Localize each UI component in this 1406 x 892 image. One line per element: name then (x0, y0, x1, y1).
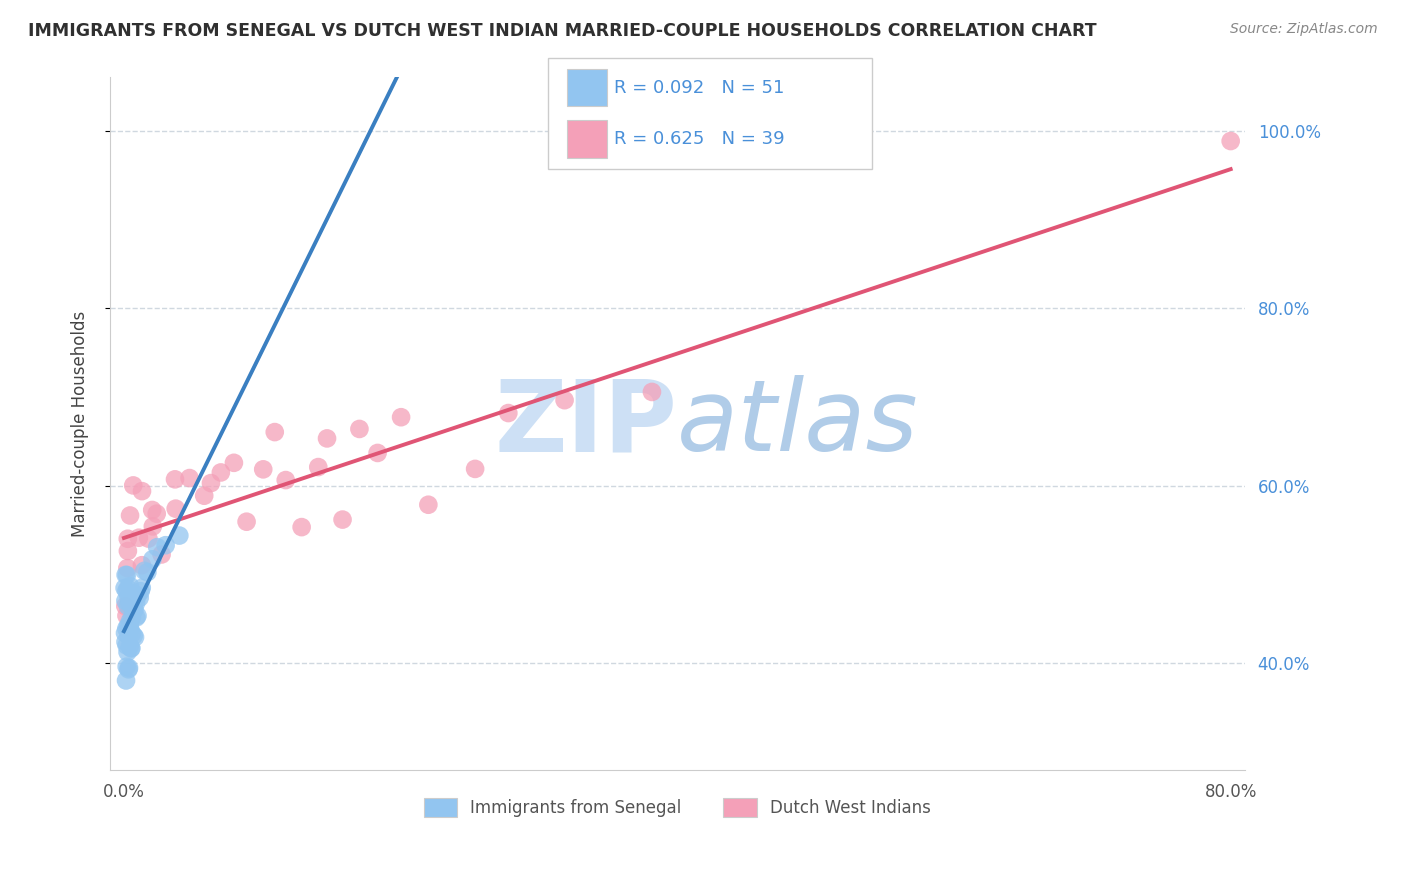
Point (115, 659, 138, 673)
Point (136, 565, 159, 579)
Point (291, 520, 314, 534)
Point (117, 662, 139, 676)
Y-axis label: Married-couple Households: Married-couple Households (72, 310, 89, 537)
Point (131, 558, 153, 573)
Point (117, 629, 139, 643)
Text: R = 0.092   N = 51: R = 0.092 N = 51 (614, 78, 785, 96)
Point (121, 586, 143, 600)
Point (125, 596, 148, 610)
Point (332, 512, 354, 526)
Point (128, 591, 150, 605)
Point (155, 538, 177, 552)
Point (117, 561, 139, 575)
Point (122, 478, 145, 492)
Point (118, 593, 141, 607)
Point (120, 641, 142, 656)
Point (117, 619, 139, 633)
Text: ZIP: ZIP (495, 376, 678, 472)
Point (141, 552, 163, 566)
Point (179, 471, 201, 485)
Point (122, 629, 145, 643)
Point (114, 635, 136, 649)
Point (274, 473, 297, 487)
Point (118, 618, 141, 632)
Text: IMMIGRANTS FROM SENEGAL VS DUTCH WEST INDIAN MARRIED-COUPLE HOUSEHOLDS CORRELATI: IMMIGRANTS FROM SENEGAL VS DUTCH WEST IN… (28, 22, 1097, 40)
Point (122, 604, 145, 618)
Point (498, 406, 520, 420)
Point (120, 623, 142, 637)
Point (193, 489, 215, 503)
Point (114, 626, 136, 640)
Point (163, 472, 186, 486)
Point (124, 630, 146, 644)
Point (118, 661, 141, 675)
Point (115, 568, 138, 582)
Point (117, 645, 139, 659)
Point (115, 673, 138, 688)
Point (165, 501, 187, 516)
Point (122, 599, 145, 613)
Point (252, 462, 274, 476)
Point (124, 602, 146, 616)
Point (307, 460, 329, 475)
Point (146, 540, 169, 554)
Point (121, 627, 143, 641)
Point (142, 519, 165, 533)
Point (127, 589, 149, 603)
Point (115, 622, 138, 636)
Point (131, 484, 153, 499)
Point (118, 597, 141, 611)
Point (115, 583, 138, 598)
Point (114, 599, 136, 613)
Point (1219, 134, 1241, 148)
Text: atlas: atlas (678, 376, 920, 472)
Point (200, 476, 222, 491)
Point (117, 590, 139, 604)
Point (134, 564, 156, 578)
Point (169, 528, 191, 542)
Point (145, 507, 167, 521)
Text: Source: ZipAtlas.com: Source: ZipAtlas.com (1230, 22, 1378, 37)
Point (464, 462, 486, 476)
Point (389, 410, 412, 425)
Point (141, 503, 163, 517)
Point (129, 584, 152, 599)
Point (117, 544, 139, 558)
Point (114, 581, 136, 595)
Point (118, 639, 141, 653)
Point (117, 582, 139, 596)
Point (120, 579, 142, 593)
Legend: Immigrants from Senegal, Dutch West Indians: Immigrants from Senegal, Dutch West Indi… (418, 791, 938, 824)
Point (641, 384, 664, 399)
Point (115, 608, 138, 623)
Point (127, 608, 149, 623)
Point (316, 431, 339, 445)
Point (209, 466, 232, 480)
Point (349, 422, 371, 436)
Point (118, 508, 141, 523)
Text: R = 0.625   N = 39: R = 0.625 N = 39 (614, 130, 785, 148)
Point (117, 532, 139, 546)
Point (128, 531, 150, 545)
Point (222, 456, 245, 470)
Point (125, 610, 148, 624)
Point (263, 425, 285, 439)
Point (114, 594, 136, 608)
Point (117, 599, 139, 613)
Point (235, 515, 257, 529)
Point (367, 446, 389, 460)
Point (124, 587, 146, 601)
Point (138, 532, 160, 546)
Point (114, 567, 136, 582)
Point (115, 639, 138, 653)
Point (120, 641, 142, 656)
Point (418, 498, 440, 512)
Point (120, 595, 142, 609)
Point (118, 614, 141, 628)
Point (121, 610, 143, 624)
Point (554, 393, 576, 408)
Point (150, 548, 173, 562)
Point (131, 581, 153, 595)
